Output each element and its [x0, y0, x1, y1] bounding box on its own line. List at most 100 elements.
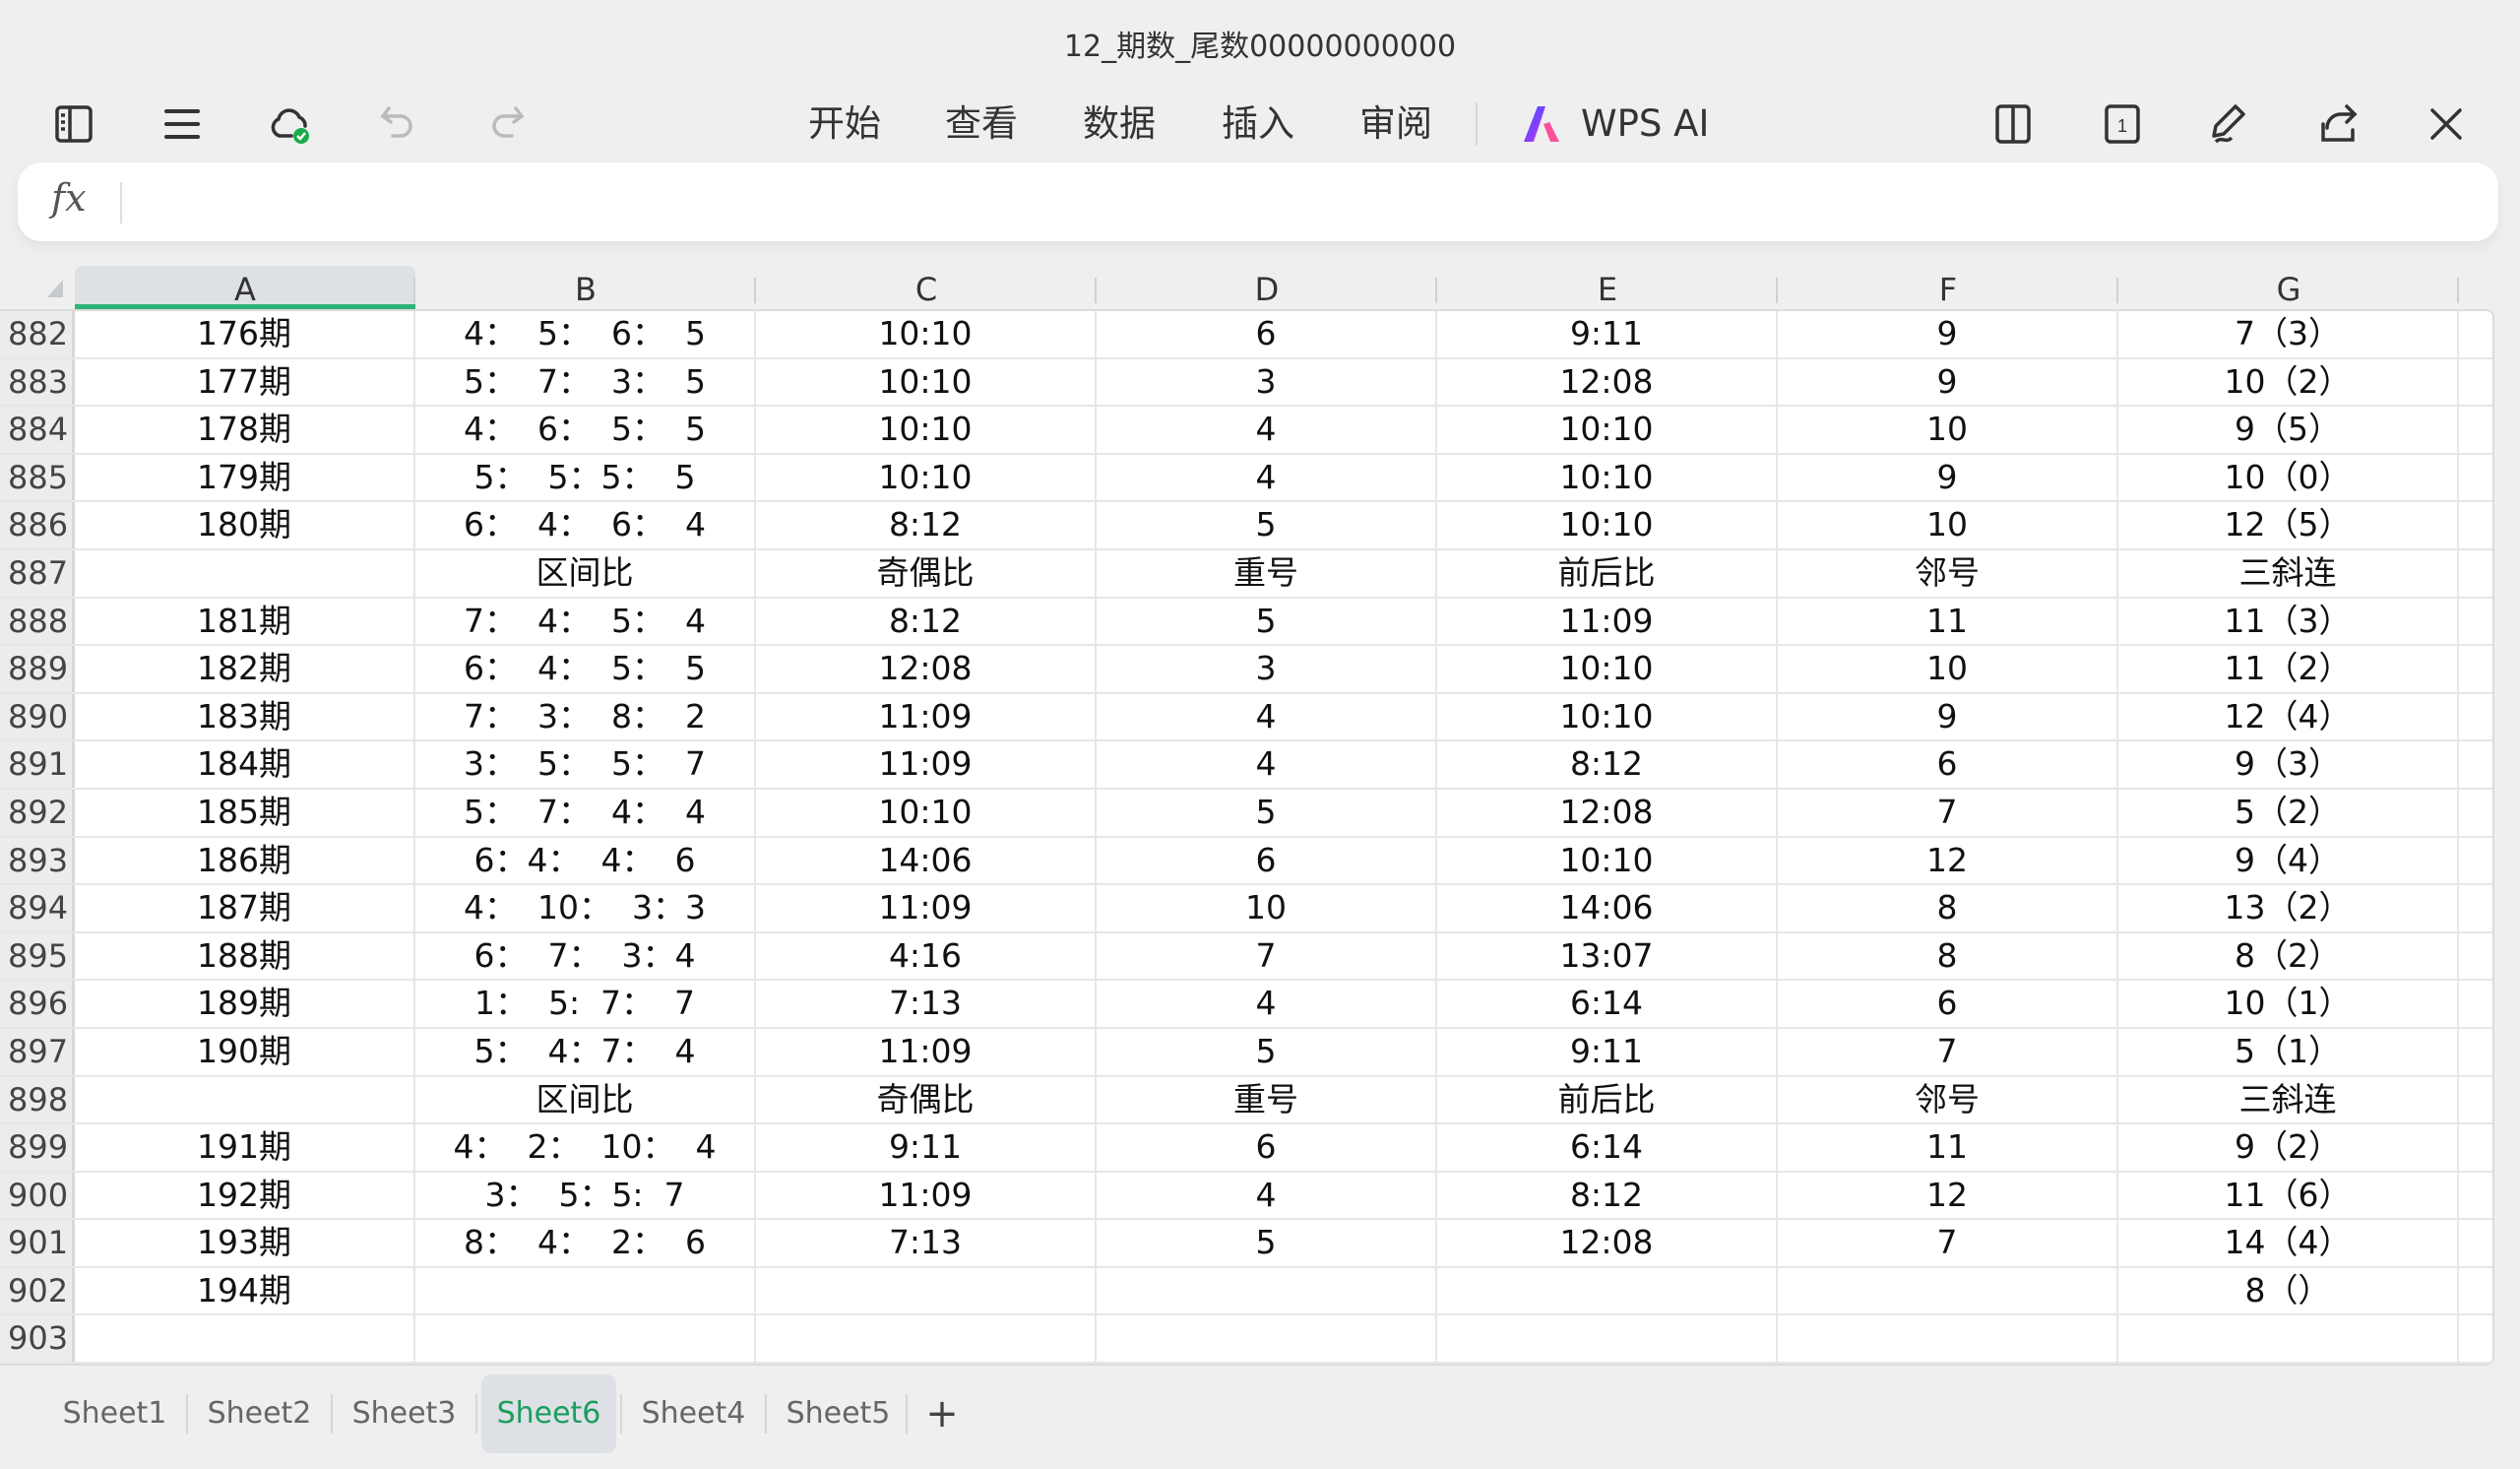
- formula-bar[interactable]: fx: [18, 162, 2498, 241]
- cell-a901[interactable]: 193期: [75, 1220, 415, 1266]
- cell-e901[interactable]: 12:08: [1437, 1220, 1778, 1266]
- cell-g896[interactable]: 10（1）: [2118, 981, 2459, 1027]
- cell-c882[interactable]: 10:10: [756, 311, 1097, 357]
- cell-c899[interactable]: 9:11: [756, 1124, 1097, 1171]
- cell-d896[interactable]: 4: [1097, 981, 1437, 1027]
- cell-d902[interactable]: [1097, 1267, 1437, 1314]
- cell-c883[interactable]: 10:10: [756, 358, 1097, 406]
- row-header[interactable]: 886: [0, 502, 75, 548]
- cell-c902[interactable]: [756, 1267, 1097, 1314]
- cell-f891[interactable]: 6: [1778, 741, 2118, 788]
- cell-b886[interactable]: 6： 4： 6： 4: [415, 502, 756, 548]
- cell-f901[interactable]: 7: [1778, 1220, 2118, 1266]
- cell-b893[interactable]: 6：4： 4： 6: [415, 837, 756, 884]
- cell-e893[interactable]: 10:10: [1437, 837, 1778, 884]
- cell-c894[interactable]: 11:09: [756, 885, 1097, 931]
- cell-a899[interactable]: 191期: [75, 1124, 415, 1171]
- row-header[interactable]: 902: [0, 1267, 75, 1314]
- cell-a902[interactable]: 194期: [75, 1267, 415, 1314]
- cell-f896[interactable]: 6: [1778, 981, 2118, 1027]
- pen-icon[interactable]: [2204, 98, 2255, 150]
- cell-e896[interactable]: 6:14: [1437, 981, 1778, 1027]
- cell-g895[interactable]: 8（2）: [2118, 932, 2459, 980]
- cell-b899[interactable]: 4： 2： 10： 4: [415, 1124, 756, 1171]
- cell-g899[interactable]: 9（2）: [2118, 1124, 2459, 1171]
- wps-ai-logo-icon[interactable]: [1518, 98, 1569, 150]
- cell-g889[interactable]: 11（2）: [2118, 646, 2459, 692]
- cell-a891[interactable]: 184期: [75, 741, 415, 788]
- cell-b901[interactable]: 8： 4： 2： 6: [415, 1220, 756, 1266]
- cell-c889[interactable]: 12:08: [756, 646, 1097, 692]
- cell-a903[interactable]: [75, 1315, 415, 1363]
- cell-f884[interactable]: 10: [1778, 407, 2118, 453]
- cell-g888[interactable]: 11（3）: [2118, 598, 2459, 645]
- cell-c901[interactable]: 7:13: [756, 1220, 1097, 1266]
- cell-d888[interactable]: 5: [1097, 598, 1437, 645]
- column-header-b[interactable]: B: [415, 266, 756, 309]
- cell-b889[interactable]: 6： 4： 5： 5: [415, 646, 756, 692]
- cell-c893[interactable]: 14:06: [756, 837, 1097, 884]
- row-header[interactable]: 887: [0, 549, 75, 597]
- column-header-f[interactable]: F: [1778, 266, 2118, 309]
- cell-c900[interactable]: 11:09: [756, 1172, 1097, 1219]
- cell-d887[interactable]: 重号: [1097, 549, 1437, 597]
- cell-e900[interactable]: 8:12: [1437, 1172, 1778, 1219]
- cell-b884[interactable]: 4： 6： 5： 5: [415, 407, 756, 453]
- cell-f897[interactable]: 7: [1778, 1028, 2118, 1075]
- cell-b883[interactable]: 5： 7： 3： 5: [415, 358, 756, 406]
- cell-d894[interactable]: 10: [1097, 885, 1437, 931]
- split-view-icon[interactable]: [1987, 98, 2039, 150]
- cell-f899[interactable]: 11: [1778, 1124, 2118, 1171]
- menu-icon[interactable]: [157, 98, 208, 150]
- cell-b897[interactable]: 5： 4：7： 4: [415, 1028, 756, 1075]
- cell-b898[interactable]: 区间比: [415, 1076, 756, 1123]
- cell-d889[interactable]: 3: [1097, 646, 1437, 692]
- cell-c895[interactable]: 4:16: [756, 932, 1097, 980]
- row-header[interactable]: 890: [0, 693, 75, 740]
- cell-d897[interactable]: 5: [1097, 1028, 1437, 1075]
- cell-a900[interactable]: 192期: [75, 1172, 415, 1219]
- cell-e890[interactable]: 10:10: [1437, 693, 1778, 740]
- cell-f890[interactable]: 9: [1778, 693, 2118, 740]
- cell-a893[interactable]: 186期: [75, 837, 415, 884]
- cell-d884[interactable]: 4: [1097, 407, 1437, 453]
- menu-view[interactable]: 查看: [945, 102, 1018, 145]
- cell-f900[interactable]: 12: [1778, 1172, 2118, 1219]
- cell-g885[interactable]: 10（0）: [2118, 454, 2459, 501]
- cell-e891[interactable]: 8:12: [1437, 741, 1778, 788]
- row-header[interactable]: 893: [0, 837, 75, 884]
- cell-e899[interactable]: 6:14: [1437, 1124, 1778, 1171]
- cell-e883[interactable]: 12:08: [1437, 358, 1778, 406]
- page-count-icon[interactable]: 1: [2097, 98, 2148, 150]
- cell-e898[interactable]: 前后比: [1437, 1076, 1778, 1123]
- add-sheet-button[interactable]: +: [925, 1391, 959, 1437]
- cell-g903[interactable]: [2118, 1315, 2459, 1363]
- cell-a894[interactable]: 187期: [75, 885, 415, 931]
- sheet-tab-sheet2[interactable]: Sheet2: [207, 1396, 312, 1431]
- close-icon[interactable]: [2421, 98, 2472, 150]
- cell-d895[interactable]: 7: [1097, 932, 1437, 980]
- cell-f883[interactable]: 9: [1778, 358, 2118, 406]
- cell-d886[interactable]: 5: [1097, 502, 1437, 548]
- cell-g893[interactable]: 9（4）: [2118, 837, 2459, 884]
- cell-a883[interactable]: 177期: [75, 358, 415, 406]
- sheet-tab-sheet4[interactable]: Sheet4: [641, 1396, 746, 1431]
- cell-a892[interactable]: 185期: [75, 789, 415, 836]
- cell-c892[interactable]: 10:10: [756, 789, 1097, 836]
- column-header-c[interactable]: C: [756, 266, 1097, 309]
- row-header[interactable]: 898: [0, 1076, 75, 1123]
- menu-review[interactable]: 审阅: [1359, 102, 1432, 145]
- row-header[interactable]: 888: [0, 598, 75, 645]
- select-all-corner[interactable]: [0, 266, 75, 309]
- cell-a898[interactable]: [75, 1076, 415, 1123]
- cell-f893[interactable]: 12: [1778, 837, 2118, 884]
- cell-e897[interactable]: 9:11: [1437, 1028, 1778, 1075]
- cell-f898[interactable]: 邻号: [1778, 1076, 2118, 1123]
- row-header[interactable]: 891: [0, 741, 75, 788]
- sheet-tab-sheet1[interactable]: Sheet1: [62, 1396, 167, 1431]
- cell-e894[interactable]: 14:06: [1437, 885, 1778, 931]
- cell-a885[interactable]: 179期: [75, 454, 415, 501]
- row-header[interactable]: 892: [0, 789, 75, 836]
- cell-b882[interactable]: 4： 5： 6： 5: [415, 311, 756, 357]
- wps-ai-button[interactable]: WPS AI: [1581, 102, 1710, 145]
